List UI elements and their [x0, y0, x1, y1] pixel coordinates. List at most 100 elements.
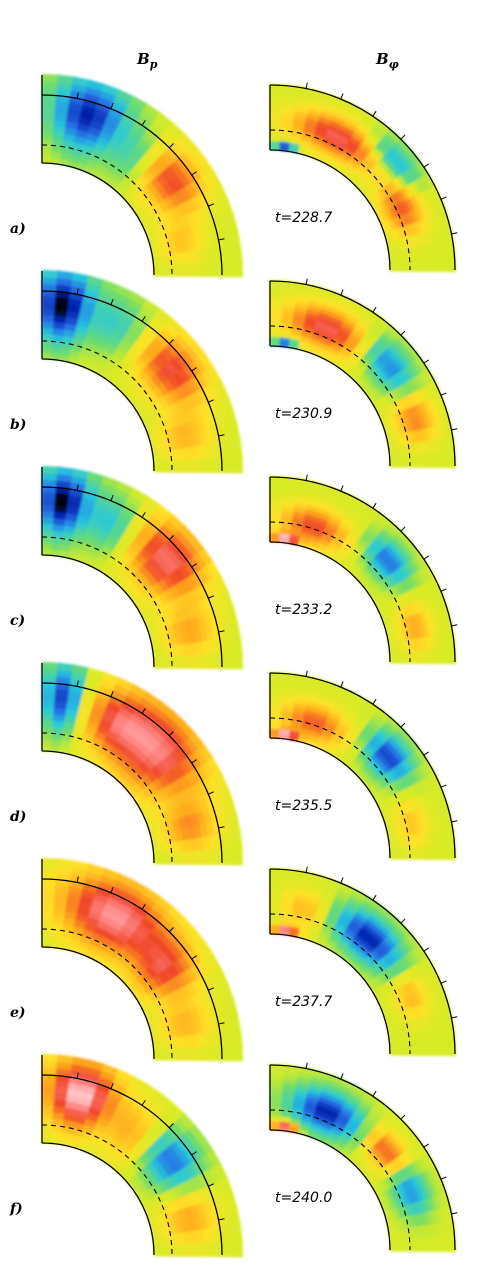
tick-mark: [440, 196, 447, 200]
panel-label: d): [10, 809, 26, 825]
field-cell: [232, 831, 243, 851]
tachocline-dashed-arc: [269, 913, 411, 1055]
tick-mark: [168, 339, 174, 345]
inner-boundary-arc: [269, 149, 391, 271]
tick-mark: [423, 751, 430, 756]
inner-boundary-arc: [41, 358, 155, 472]
panel-row: b) t=230.9: [10, 269, 458, 474]
field-colormap: [269, 475, 457, 665]
tick-mark: [76, 92, 79, 99]
field-cell: [234, 1042, 244, 1062]
tick-mark: [218, 434, 225, 437]
panels: a) t=228.7 b) t=230.9 c) t=233.2 d) t=235.5 e) t=…: [9, 73, 458, 1258]
tachocline-dashed-arc: [269, 717, 411, 859]
tick-mark: [168, 535, 174, 541]
tick-mark: [76, 680, 79, 687]
bp-meridional-plot: [41, 465, 244, 670]
tachocline-dashed-arc: [269, 1109, 411, 1251]
inner-boundary-arc: [269, 737, 391, 859]
inner-boundary-arc: [41, 554, 155, 668]
tick-mark: [110, 1082, 114, 1089]
tick-mark: [208, 203, 215, 207]
tick-mark: [451, 232, 458, 235]
tick-mark: [141, 120, 146, 126]
inner-boundary-arc: [41, 946, 155, 1060]
bp-meridional-plot: [41, 857, 244, 1062]
field-colormap: [269, 279, 457, 469]
bphi-meridional-plot: [269, 278, 458, 469]
tick-mark: [423, 555, 430, 560]
header-bphi: Bφ: [375, 50, 399, 71]
tick-mark: [340, 1073, 344, 1080]
tick-mark: [208, 595, 215, 599]
bp-meridional-plot: [41, 269, 244, 474]
tick-mark: [340, 681, 344, 688]
tick-mark: [451, 1212, 458, 1215]
tick-mark: [340, 289, 344, 296]
time-stamp: t=235.5: [275, 798, 332, 814]
tick-mark: [191, 171, 197, 176]
tick-mark: [305, 474, 308, 481]
tick-mark: [423, 947, 430, 952]
tachocline-dashed-arc: [269, 325, 411, 467]
tick-mark: [110, 690, 114, 697]
tick-mark: [208, 987, 215, 991]
tick-mark: [440, 588, 447, 592]
time-stamp: t=228.7: [275, 210, 332, 226]
bphi-meridional-plot: [269, 866, 458, 1057]
inner-boundary-arc: [41, 750, 155, 864]
inner-boundary-arc: [269, 1129, 391, 1251]
inner-boundary-arc: [269, 541, 391, 663]
tick-mark: [218, 238, 225, 241]
tick-mark: [305, 1062, 308, 1069]
tick-mark: [400, 918, 406, 924]
bp-meridional-plot: [41, 1053, 244, 1258]
field-colormap: [269, 1063, 457, 1253]
field-cell: [234, 258, 244, 278]
tachocline-dashed-arc: [41, 928, 173, 1060]
tick-mark: [191, 563, 197, 568]
time-stamp: t=240.0: [275, 1190, 332, 1206]
tick-mark: [168, 731, 174, 737]
field-cell: [232, 1027, 243, 1047]
tick-mark: [440, 392, 447, 396]
panel-label: c): [10, 613, 25, 629]
tick-mark: [218, 630, 225, 633]
tachocline-dashed-arc: [269, 521, 411, 663]
panel-label: f): [9, 1201, 23, 1217]
tick-mark: [76, 288, 79, 295]
tick-mark: [440, 784, 447, 788]
field-colormap: [269, 83, 457, 273]
panel-row: c) t=233.2: [10, 465, 458, 670]
field-cell: [232, 1223, 243, 1243]
tick-mark: [340, 93, 344, 100]
tick-mark: [110, 886, 114, 893]
tick-mark: [218, 826, 225, 829]
field-colormap: [41, 269, 244, 474]
tick-mark: [168, 1123, 174, 1129]
tick-mark: [141, 512, 146, 518]
tick-mark: [340, 877, 344, 884]
time-stamp: t=233.2: [275, 602, 332, 618]
field-colormap: [41, 73, 244, 278]
tick-mark: [110, 102, 114, 109]
panel-row: f) t=240.0: [9, 1053, 458, 1258]
field-cell: [234, 1238, 244, 1258]
time-stamp: t=237.7: [275, 994, 332, 1010]
tick-mark: [110, 298, 114, 305]
tick-mark: [110, 494, 114, 501]
tick-mark: [372, 698, 377, 705]
tick-mark: [218, 1218, 225, 1221]
header-bp: Bp: [136, 50, 158, 71]
panel-label: a): [10, 221, 26, 237]
tick-mark: [168, 143, 174, 149]
bphi-meridional-plot: [269, 670, 458, 861]
field-cell: [232, 635, 243, 655]
bp-meridional-plot: [41, 73, 244, 278]
panel-row: e) t=237.7: [10, 857, 458, 1062]
tick-mark: [305, 82, 308, 89]
field-colormap: [41, 1053, 244, 1258]
tick-mark: [141, 904, 146, 910]
inner-boundary-arc: [41, 162, 155, 276]
tick-mark: [191, 759, 197, 764]
